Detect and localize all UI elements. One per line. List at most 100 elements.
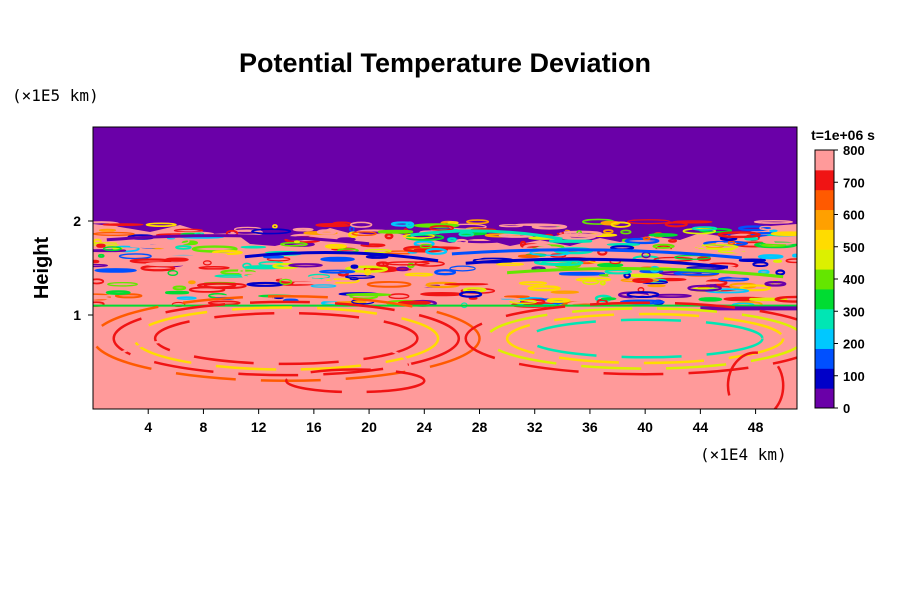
turbulence-streak bbox=[365, 254, 389, 259]
turbulence-streak bbox=[785, 258, 797, 264]
turbulence-streak bbox=[632, 277, 654, 284]
plume-arc bbox=[133, 306, 440, 371]
turbulence-streak bbox=[419, 243, 433, 249]
x-axis-ticks: 4 8 12 16 20 24 28 32 36 40 44 48 bbox=[144, 409, 764, 435]
colorbar-tick-label: 300 bbox=[843, 304, 865, 319]
colorbar-swatch bbox=[815, 169, 834, 191]
plume-arc bbox=[464, 301, 797, 376]
turbulence-streak bbox=[676, 241, 703, 248]
turbulence-streak bbox=[344, 265, 389, 273]
x-tick-label: 24 bbox=[417, 419, 433, 435]
turbulence-streak bbox=[320, 256, 355, 262]
turbulence-streak bbox=[648, 233, 678, 237]
colorbar-swatch bbox=[815, 288, 834, 310]
colorbar-swatch bbox=[815, 388, 834, 409]
plume-arc bbox=[726, 351, 785, 409]
turbulence-streak bbox=[642, 236, 651, 241]
turbulence-streak bbox=[738, 258, 766, 262]
turbulence-streak bbox=[425, 248, 448, 255]
turbulence-streak bbox=[610, 221, 631, 228]
y-tick-label: 1 bbox=[73, 307, 81, 323]
turbulence-streak bbox=[647, 284, 666, 288]
plume-features bbox=[93, 294, 797, 409]
turbulence-streak bbox=[458, 290, 483, 298]
turbulence-streak bbox=[93, 259, 100, 264]
turbulence-streak bbox=[606, 242, 641, 247]
plume-arc bbox=[505, 312, 785, 365]
colorbar-swatch bbox=[815, 150, 834, 171]
x-tick-label: 12 bbox=[251, 419, 267, 435]
chart-title: Potential Temperature Deviation bbox=[239, 48, 651, 78]
turbulence-streak bbox=[384, 232, 394, 240]
turbulence-streak bbox=[204, 273, 215, 277]
turbulence-streak bbox=[537, 277, 571, 283]
heatmap-plot-area bbox=[93, 127, 797, 409]
turbulence-streak bbox=[96, 243, 106, 248]
x-tick-label: 8 bbox=[200, 419, 208, 435]
turbulence-streak bbox=[760, 243, 787, 247]
colorbar-tick-label: 400 bbox=[843, 272, 865, 287]
colorbar-tick-label: 0 bbox=[843, 401, 850, 416]
turbulence-streak bbox=[314, 297, 357, 302]
turbulence-streak bbox=[668, 239, 678, 243]
turbulence-streak bbox=[350, 264, 359, 269]
turbulence-streak bbox=[377, 229, 414, 234]
colorbar-swatch bbox=[815, 348, 834, 369]
turbulence-streak bbox=[691, 226, 718, 231]
turbulence-streak bbox=[316, 229, 337, 235]
colorbar-swatch bbox=[815, 229, 834, 250]
turbulence-streak bbox=[114, 293, 143, 299]
turbulence-streak bbox=[546, 297, 571, 303]
turbulence-streak bbox=[345, 293, 392, 297]
turbulence-streak bbox=[749, 297, 788, 302]
turbulence-streak bbox=[292, 227, 314, 232]
turbulence-streak bbox=[664, 221, 688, 228]
turbulence-streak bbox=[620, 229, 632, 235]
turbulence-streak bbox=[527, 285, 561, 292]
colorbar-swatch bbox=[815, 249, 834, 270]
turbulence-streak bbox=[449, 265, 476, 272]
y-axis-ticks: 12 bbox=[73, 213, 93, 323]
turbulence-streak bbox=[466, 219, 490, 225]
turbulence-streak bbox=[240, 245, 267, 249]
plume-arc bbox=[105, 332, 412, 401]
turbulence-streak bbox=[397, 300, 432, 305]
turbulence-streak bbox=[731, 248, 757, 254]
x-tick-label: 40 bbox=[637, 419, 653, 435]
turbulence-streak bbox=[769, 229, 778, 233]
x-tick-label: 28 bbox=[472, 419, 488, 435]
x-tick-label: 44 bbox=[693, 419, 709, 435]
turbulence-streak bbox=[369, 267, 412, 272]
turbulence-streak bbox=[280, 241, 308, 247]
plume-arc bbox=[153, 311, 419, 366]
turbulence-streak bbox=[407, 262, 415, 269]
turbulence-streak bbox=[582, 278, 600, 286]
x-tick-label: 48 bbox=[748, 419, 764, 435]
turbulence-streak bbox=[294, 280, 336, 285]
turbulence-streak bbox=[214, 274, 249, 278]
turbulence-streak bbox=[548, 239, 593, 243]
turbulence-streak bbox=[164, 257, 189, 262]
turbulence-streak bbox=[145, 222, 177, 227]
colorbar-tick-label: 600 bbox=[843, 208, 865, 223]
turbulence-streak bbox=[202, 260, 212, 266]
turbulence-streak bbox=[263, 255, 285, 259]
colorbar-tick-label: 100 bbox=[843, 369, 865, 384]
turbulence-streak bbox=[752, 261, 769, 268]
plume-arc bbox=[526, 318, 764, 359]
turbulence-streak bbox=[515, 223, 556, 226]
turbulence-streak bbox=[717, 231, 761, 239]
turbulence-streak bbox=[198, 265, 230, 270]
turbulence-streak bbox=[444, 282, 489, 286]
turbulence-streak bbox=[345, 274, 376, 279]
colorbar-swatch bbox=[815, 269, 834, 290]
turbulence-streak bbox=[351, 231, 377, 237]
turbulence-streak bbox=[103, 276, 119, 281]
turbulence-streak bbox=[737, 225, 771, 232]
turbulence-streak bbox=[93, 278, 105, 285]
turbulence-streak bbox=[203, 282, 247, 289]
turbulence-streak bbox=[575, 277, 612, 282]
turbulence-streak bbox=[202, 252, 228, 257]
plume-arc bbox=[112, 300, 461, 377]
y-unit-label: (×1E5 km) bbox=[12, 86, 99, 105]
